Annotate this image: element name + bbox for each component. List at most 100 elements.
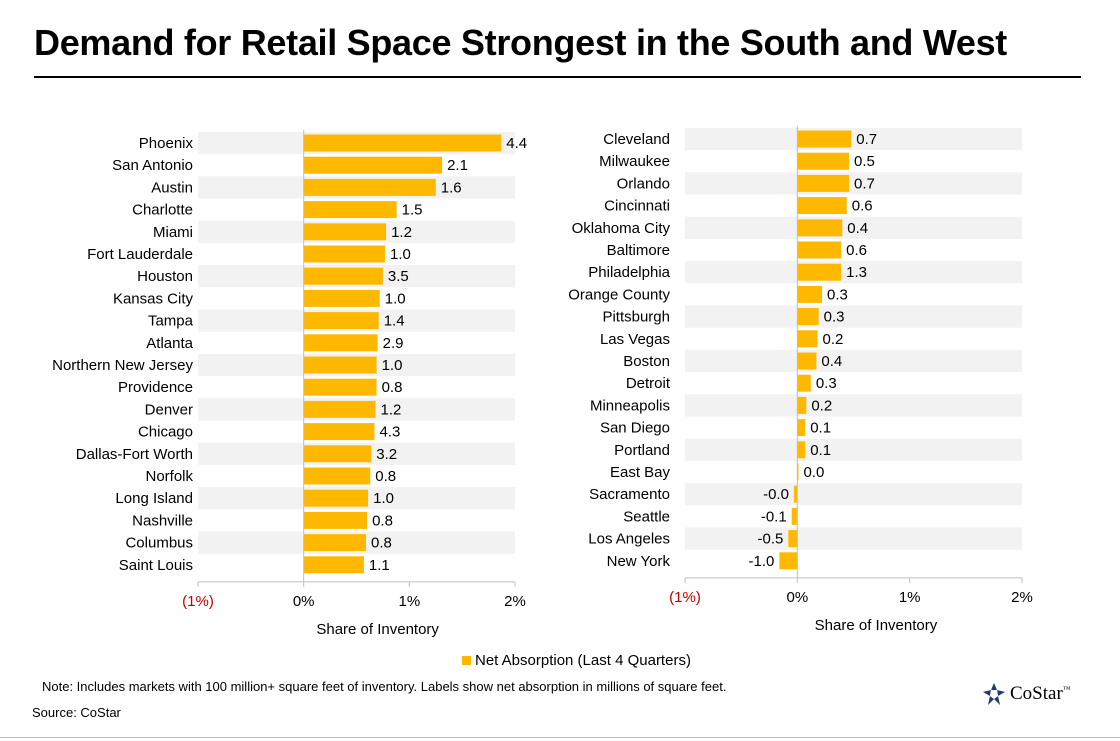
data-label: 1.0	[390, 246, 411, 263]
costar-logo: CoStar™	[982, 682, 1071, 706]
category-label: Charlotte	[132, 202, 193, 219]
data-label: 1.0	[373, 490, 394, 507]
chart-left: Phoenix 4.4 San Antonio 2.1 Austin 1.6 Charlot…	[52, 129, 527, 638]
x-axis-title: Share of Inventory	[815, 617, 938, 634]
legend-label: Net Absorption (Last 4 Quarters)	[475, 652, 691, 669]
data-label: 0.6	[846, 242, 867, 259]
bar-norfolk	[303, 467, 371, 485]
category-label: Tampa	[148, 313, 194, 330]
category-label: Detroit	[626, 375, 671, 392]
bar-orlando	[797, 174, 850, 192]
bar-san-diego	[797, 419, 806, 437]
bar-dallas-fort-worth	[303, 445, 372, 463]
row-band	[685, 172, 1022, 195]
data-label: 0.3	[816, 375, 837, 392]
data-label: -0.0	[763, 486, 789, 503]
source-note: Source: CoStar	[32, 705, 121, 720]
x-tick-label: 1%	[398, 593, 420, 610]
category-label: Oklahoma City	[572, 220, 671, 237]
x-tick-label: (1%)	[182, 593, 214, 610]
bar-minneapolis	[797, 396, 807, 414]
row-band	[685, 349, 1022, 373]
category-label: Miami	[153, 224, 193, 241]
bar-philadelphia	[797, 263, 842, 281]
category-label: Milwaukee	[599, 153, 670, 170]
data-label: 3.5	[388, 268, 409, 285]
data-label: 2.1	[447, 157, 468, 174]
data-label: 0.0	[803, 464, 824, 481]
data-label: 0.4	[847, 220, 868, 237]
costar-logo-text: CoStar™	[1010, 683, 1071, 704]
bar-miami	[303, 223, 387, 241]
bar-northern-new-jersey	[303, 356, 377, 374]
bar-new-york	[779, 552, 798, 570]
data-label: 0.7	[854, 175, 875, 192]
row-band	[685, 483, 1022, 506]
row-band	[685, 127, 1022, 151]
category-label: Baltimore	[607, 242, 670, 259]
data-label: 0.5	[854, 153, 875, 170]
bar-cincinnati	[797, 197, 847, 215]
x-tick-label: 2%	[1011, 589, 1033, 606]
category-label: Northern New Jersey	[52, 357, 193, 374]
category-label: Long Island	[115, 490, 193, 507]
bar-fort-lauderdale	[303, 245, 386, 263]
category-label: Houston	[137, 268, 193, 285]
bar-las-vegas	[797, 330, 818, 348]
data-label: 0.8	[371, 535, 392, 552]
category-label: San Antonio	[112, 157, 193, 174]
bar-nashville	[303, 511, 368, 529]
data-label: 1.0	[385, 290, 406, 307]
bar-columbus	[303, 534, 367, 552]
data-label: -1.0	[749, 553, 775, 570]
data-label: -0.1	[761, 508, 787, 525]
category-label: Atlanta	[146, 335, 193, 352]
bar-portland	[797, 441, 806, 459]
category-label: Saint Louis	[119, 557, 193, 574]
footnote: Note: Includes markets with 100 million+…	[42, 679, 727, 694]
data-label: 0.3	[827, 286, 848, 303]
category-label: Seattle	[623, 508, 670, 525]
category-label: Kansas City	[113, 290, 194, 307]
category-label: San Diego	[600, 420, 670, 437]
data-label: 0.8	[375, 468, 396, 485]
bar-kansas-city	[303, 289, 380, 307]
bar-seattle	[791, 507, 798, 525]
category-label: Minneapolis	[590, 397, 670, 414]
category-label: Cincinnati	[604, 198, 670, 215]
bar-cleveland	[797, 130, 852, 148]
costar-star-icon	[983, 683, 1005, 705]
bar-chicago	[303, 423, 375, 441]
x-tick-label: 2%	[504, 593, 526, 610]
category-label: Austin	[151, 179, 193, 196]
data-label: 0.2	[811, 397, 832, 414]
data-label: 4.4	[506, 135, 527, 152]
bar-pittsburgh	[797, 308, 819, 326]
bar-east-bay	[797, 463, 799, 481]
bar-detroit	[797, 374, 811, 392]
bar-sacramento	[793, 485, 798, 503]
data-label: 0.7	[856, 131, 877, 148]
data-label: 0.1	[810, 420, 831, 437]
bar-oklahoma-city	[797, 219, 843, 237]
category-label: Cleveland	[603, 131, 670, 148]
category-label: Orange County	[568, 286, 670, 303]
category-label: Fort Lauderdale	[87, 246, 193, 263]
data-label: 1.3	[846, 264, 867, 281]
category-label: Denver	[145, 401, 193, 418]
data-label: 1.1	[369, 557, 390, 574]
x-tick-label: 1%	[899, 589, 921, 606]
x-tick-label: 0%	[786, 589, 808, 606]
category-label: Los Angeles	[588, 531, 670, 548]
category-label: Dallas-Fort Worth	[76, 446, 193, 463]
data-label: 1.6	[441, 179, 462, 196]
category-label: Norfolk	[145, 468, 193, 485]
data-label: -0.5	[757, 531, 783, 548]
data-label: 4.3	[379, 424, 400, 441]
legend: Net Absorption (Last 4 Quarters)	[462, 652, 691, 669]
bar-charlotte	[303, 201, 397, 219]
data-label: 0.2	[823, 331, 844, 348]
bar-boston	[797, 352, 817, 370]
data-label: 0.8	[382, 379, 403, 396]
